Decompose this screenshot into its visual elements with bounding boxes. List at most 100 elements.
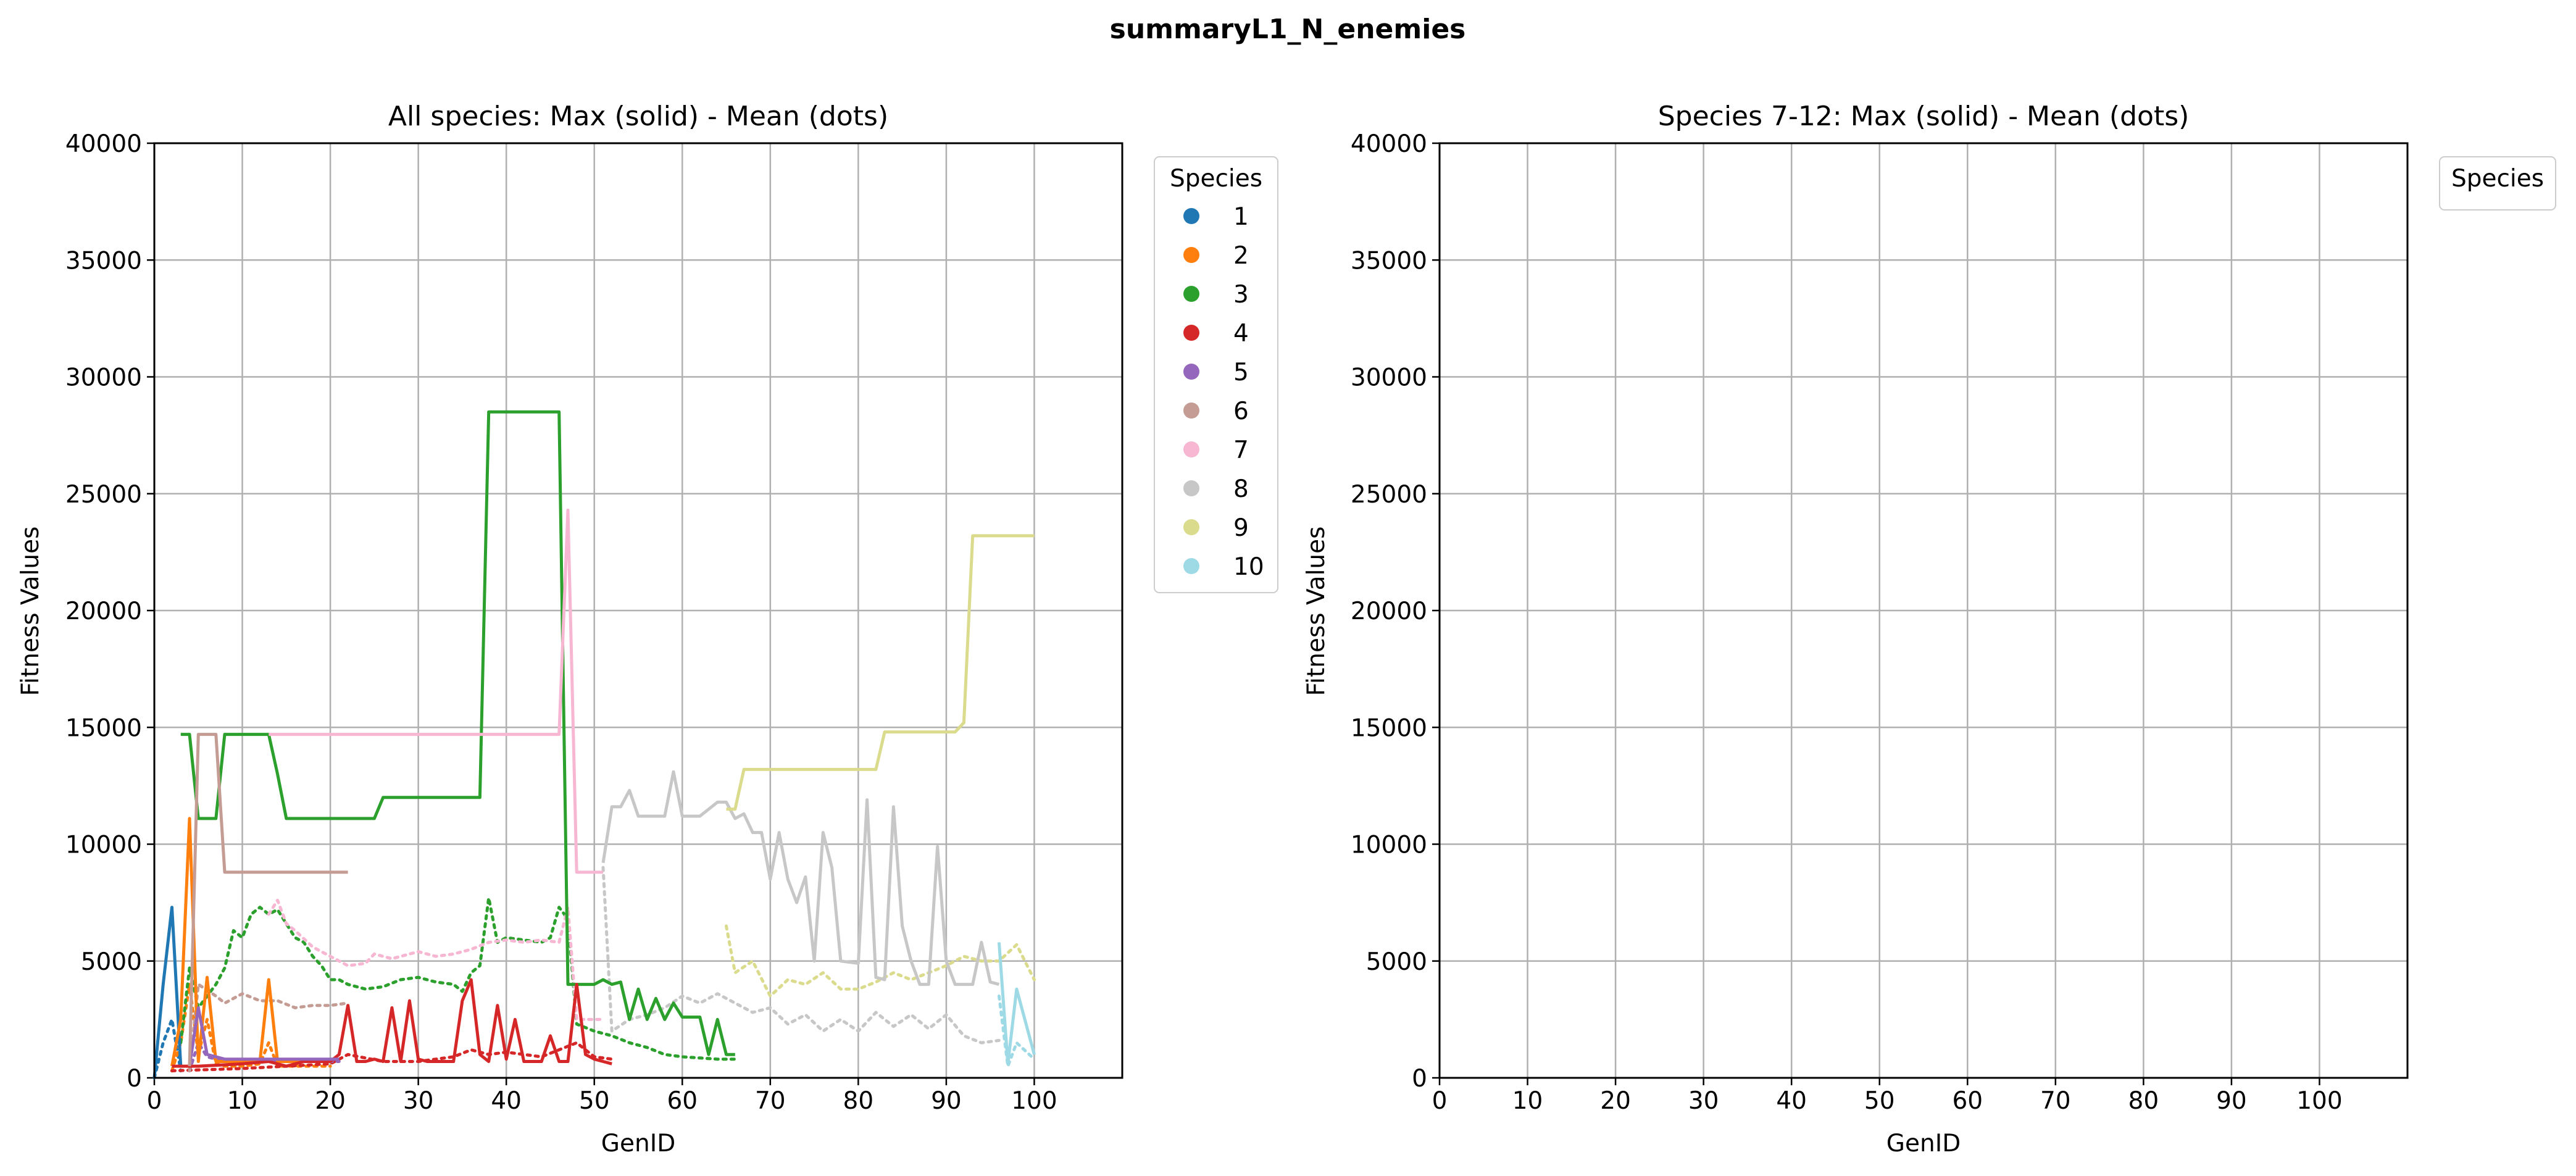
x-tick-label: 50 [1864,1087,1895,1115]
y-ticks: 0 5000 10000 15000 20000 25000 30000 35000 40000 [65,130,154,1093]
x-tick-label: 70 [2040,1087,2071,1115]
x-tick-label: 60 [667,1087,698,1115]
legend-marker-5 [1183,364,1199,380]
y-tick-label: 5000 [81,948,142,976]
legend-marker-6 [1183,402,1199,419]
legend-label-5: 5 [1233,359,1249,386]
series-9-max-line [726,534,1035,811]
legend-label-8: 8 [1233,475,1249,503]
y-axis-label: Fitness Values [1303,527,1330,696]
series-1-max-line [152,906,183,1078]
y-tick-label: 25000 [65,481,142,509]
x-tick-label: 20 [1600,1087,1631,1115]
y-tick-label: 15000 [1351,714,1427,742]
x-tick-label: 80 [843,1087,874,1115]
y-tick-label: 35000 [65,247,142,275]
chart-title: Species 7-12: Max (solid) - Mean (dots) [1658,101,2190,132]
x-tick-label: 100 [1011,1087,1057,1115]
series-4-max-line [172,978,612,1068]
y-tick-label: 0 [127,1065,142,1093]
legend-box [2439,156,2556,211]
legend-marker-1 [1183,208,1199,224]
x-tick-label: 60 [1952,1087,1983,1115]
x-ticks: 0 10 20 30 40 50 60 70 80 90 100 [147,1078,1057,1115]
x-tick-label: 30 [1688,1087,1719,1115]
legend-label-3: 3 [1233,281,1249,309]
legend-marker-3 [1183,286,1199,302]
chart-panel-all-species: All species: Max (solid) - Mean (dots) G… [17,101,1278,1157]
y-tick-label: 10000 [1351,832,1427,859]
plot-frame [153,142,1123,1079]
y-ticks: 0 5000 10000 15000 20000 25000 30000 35000 40000 [1351,130,1440,1093]
chart-panel-species-7-12: Species 7-12: Max (solid) - Mean (dots) … [1303,101,2556,1157]
legend-label-4: 4 [1233,320,1249,348]
series-4-mean-line [170,1041,614,1073]
grid-lines [153,142,1122,1079]
x-tick-label: 0 [147,1087,162,1115]
y-tick-label: 25000 [1351,481,1427,509]
legend-label-2: 2 [1233,242,1249,270]
y-tick-label: 0 [1412,1065,1427,1093]
legend-marker-8 [1183,480,1199,496]
y-axis-label: Fitness Values [17,527,44,696]
y-tick-label: 30000 [1351,364,1427,392]
legend-box [1154,156,1278,593]
x-tick-label: 10 [1512,1087,1543,1115]
x-tick-label: 40 [1776,1087,1807,1115]
series-7-max-line [269,508,603,874]
series-7-mean-line [267,898,605,1021]
x-tick-label: 0 [1432,1087,1448,1115]
x-tick-label: 50 [579,1087,610,1115]
legend-label-9: 9 [1233,514,1249,542]
series-10-max-line [997,942,1036,1065]
y-tick-label: 5000 [1366,948,1427,976]
series-3-max-line [180,410,735,1056]
series-6-mean-line [188,983,350,1073]
series-8-max-line [601,770,1000,986]
x-axis-label: GenID [601,1130,675,1157]
legend-marker-2 [1183,247,1199,263]
legend-marker-9 [1183,519,1199,535]
series-lines [152,410,1036,1080]
y-tick-label: 20000 [65,598,142,625]
y-tick-label: 20000 [1351,598,1427,625]
x-tick-label: 70 [755,1087,786,1115]
x-tick-label: 80 [2128,1087,2159,1115]
legend: Species [2439,156,2556,211]
plot-frame [1438,142,2409,1079]
legend-marker-7 [1183,441,1199,457]
x-tick-label: 20 [315,1087,346,1115]
figure-suptitle: summaryL1_N_enemies [1110,14,1466,45]
series-6-max-line [188,733,348,1067]
x-ticks: 0 10 20 30 40 50 60 70 80 90 100 [1432,1078,2343,1115]
x-axis-label: GenID [1886,1130,1961,1157]
series-5-max-line [188,1006,340,1067]
x-tick-label: 90 [931,1087,962,1115]
legend-marker-4 [1183,325,1199,341]
legend: Species 1 2 3 4 5 6 7 8 9 10 [1154,156,1278,593]
y-tick-label: 15000 [65,714,142,742]
series-3-mean-line [179,896,737,1061]
y-tick-label: 30000 [65,364,142,392]
legend-label-1: 1 [1233,203,1249,231]
legend-marker-10 [1183,558,1199,574]
legend-title: Species [2451,165,2544,193]
x-tick-label: 100 [2296,1087,2342,1115]
chart-title: All species: Max (solid) - Mean (dots) [388,101,888,132]
legend-label-6: 6 [1233,398,1249,425]
legend-title: Species [1170,165,1262,193]
series-10-mean-line [997,995,1036,1068]
y-tick-label: 40000 [1351,130,1427,158]
y-tick-label: 35000 [1351,247,1427,275]
x-tick-label: 30 [403,1087,434,1115]
legend-label-7: 7 [1233,436,1249,464]
y-tick-label: 10000 [65,832,142,859]
x-tick-label: 10 [227,1087,258,1115]
x-tick-label: 90 [2216,1087,2247,1115]
grid-lines [1438,142,2407,1079]
legend-label-10: 10 [1233,553,1264,581]
y-tick-label: 40000 [65,130,142,158]
series-9-mean-line [725,924,1036,998]
x-tick-label: 40 [491,1087,522,1115]
